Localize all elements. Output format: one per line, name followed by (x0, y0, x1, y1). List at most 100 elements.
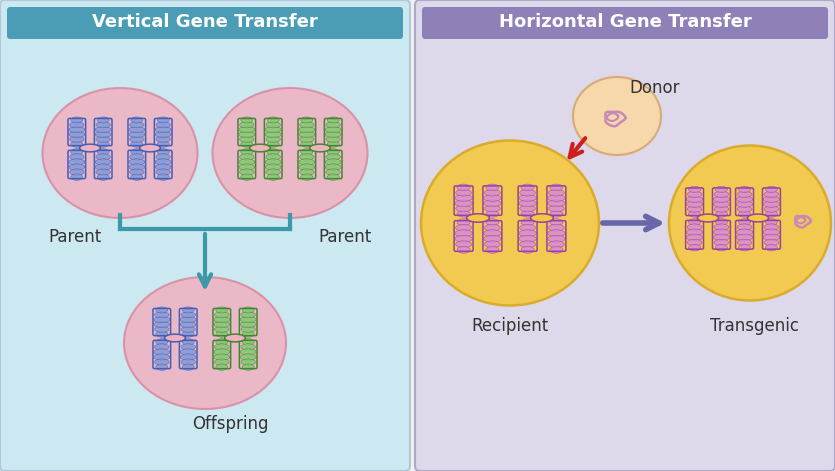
Ellipse shape (766, 244, 777, 251)
Ellipse shape (266, 159, 281, 165)
Ellipse shape (688, 219, 701, 225)
Ellipse shape (483, 195, 501, 201)
Ellipse shape (215, 331, 228, 337)
Ellipse shape (242, 331, 254, 337)
Ellipse shape (548, 236, 565, 242)
Ellipse shape (486, 219, 499, 226)
Ellipse shape (97, 149, 109, 155)
Ellipse shape (156, 122, 170, 128)
Ellipse shape (250, 144, 271, 152)
FancyBboxPatch shape (0, 0, 410, 471)
Ellipse shape (484, 205, 500, 212)
Ellipse shape (325, 159, 342, 165)
Ellipse shape (483, 200, 501, 207)
Ellipse shape (326, 136, 341, 142)
Ellipse shape (457, 211, 470, 217)
Ellipse shape (156, 331, 168, 337)
Ellipse shape (457, 246, 470, 253)
Ellipse shape (455, 230, 473, 237)
Ellipse shape (129, 122, 144, 128)
Ellipse shape (129, 131, 144, 138)
Ellipse shape (686, 234, 703, 241)
Ellipse shape (71, 174, 83, 180)
Ellipse shape (300, 169, 314, 175)
Ellipse shape (155, 159, 171, 165)
Ellipse shape (766, 211, 777, 217)
Ellipse shape (96, 169, 110, 175)
Ellipse shape (456, 224, 472, 231)
Ellipse shape (549, 211, 563, 217)
Ellipse shape (215, 344, 229, 350)
Ellipse shape (68, 159, 85, 165)
Ellipse shape (687, 206, 702, 212)
Ellipse shape (573, 77, 661, 155)
Ellipse shape (129, 159, 144, 165)
Ellipse shape (68, 131, 85, 138)
Ellipse shape (456, 189, 472, 196)
Ellipse shape (242, 364, 254, 370)
Ellipse shape (737, 206, 752, 212)
Ellipse shape (266, 154, 281, 160)
Ellipse shape (240, 149, 253, 155)
Ellipse shape (68, 164, 85, 170)
Ellipse shape (457, 219, 470, 226)
Ellipse shape (713, 229, 730, 236)
Ellipse shape (456, 241, 472, 248)
Ellipse shape (300, 136, 314, 142)
Ellipse shape (97, 117, 109, 123)
Ellipse shape (548, 195, 565, 201)
Ellipse shape (164, 334, 185, 342)
Ellipse shape (484, 241, 500, 248)
Ellipse shape (326, 154, 341, 160)
Ellipse shape (301, 141, 313, 147)
Ellipse shape (241, 326, 256, 333)
Ellipse shape (266, 169, 281, 175)
Ellipse shape (736, 229, 752, 236)
Ellipse shape (129, 136, 144, 142)
Ellipse shape (299, 131, 315, 138)
Ellipse shape (686, 196, 703, 203)
Ellipse shape (549, 189, 564, 196)
Ellipse shape (240, 174, 253, 180)
Ellipse shape (182, 331, 195, 337)
Ellipse shape (764, 206, 779, 212)
Ellipse shape (714, 239, 729, 246)
Ellipse shape (240, 354, 256, 360)
Ellipse shape (154, 354, 170, 360)
Ellipse shape (738, 244, 751, 251)
Ellipse shape (240, 321, 256, 327)
Ellipse shape (688, 211, 701, 217)
Ellipse shape (521, 219, 534, 226)
Ellipse shape (484, 224, 500, 231)
Ellipse shape (240, 136, 254, 142)
Ellipse shape (96, 154, 110, 160)
Ellipse shape (69, 169, 84, 175)
Ellipse shape (456, 205, 472, 212)
Ellipse shape (483, 236, 501, 242)
Ellipse shape (124, 277, 286, 409)
Ellipse shape (267, 141, 279, 147)
Ellipse shape (157, 174, 170, 180)
Ellipse shape (549, 205, 564, 212)
Ellipse shape (764, 224, 779, 230)
Ellipse shape (686, 201, 703, 207)
Ellipse shape (239, 159, 255, 165)
Ellipse shape (519, 241, 535, 248)
Ellipse shape (300, 122, 314, 128)
Ellipse shape (129, 169, 144, 175)
Ellipse shape (266, 164, 281, 170)
Ellipse shape (519, 200, 536, 207)
Ellipse shape (71, 141, 83, 147)
Ellipse shape (669, 146, 831, 300)
Ellipse shape (519, 189, 535, 196)
Ellipse shape (687, 191, 702, 197)
Ellipse shape (156, 364, 168, 370)
Ellipse shape (763, 201, 780, 207)
Ellipse shape (763, 196, 780, 203)
Ellipse shape (714, 224, 729, 230)
Ellipse shape (301, 117, 313, 123)
Ellipse shape (240, 349, 256, 355)
Ellipse shape (326, 169, 341, 175)
Ellipse shape (180, 349, 196, 355)
Ellipse shape (738, 219, 751, 225)
